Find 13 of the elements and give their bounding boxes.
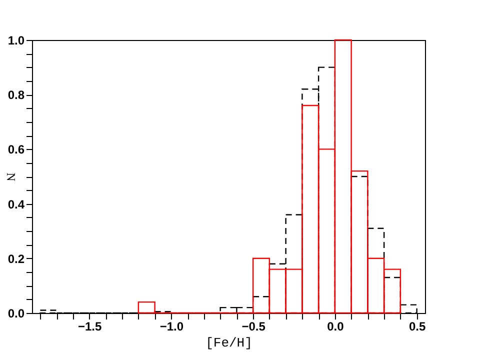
x-tick-label: 0.5	[408, 320, 426, 334]
y-tick-label: 0.8	[8, 88, 25, 102]
y-tick-label: 0.4	[8, 197, 25, 212]
x-tick-label: 0.0	[327, 320, 344, 334]
x-tick-label: −1.0	[160, 320, 184, 334]
x-axis-title: [Fe/H]	[206, 336, 252, 350]
y-tick-label: 0.0	[8, 306, 25, 320]
x-tick-label: −1.5	[78, 320, 102, 334]
y-axis-title: N	[4, 172, 18, 182]
y-tick-label: 1.0	[8, 34, 25, 48]
x-tick-label: −0.5	[242, 320, 266, 334]
y-tick-label: 0.6	[8, 142, 25, 157]
y-tick-label: 0.2	[8, 252, 25, 266]
